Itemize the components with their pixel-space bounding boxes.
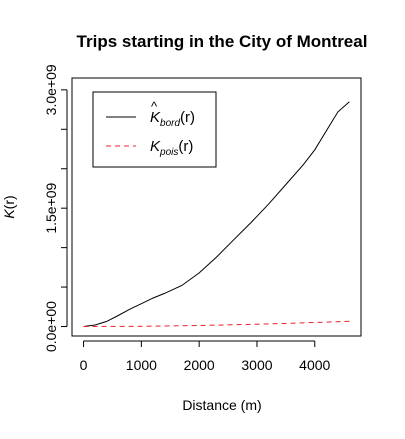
y-axis-label: K(r) <box>1 195 17 218</box>
plot-frame <box>71 77 362 337</box>
y-axis: 0.0e+00 1.5e+09 3.0e+09 <box>43 64 68 352</box>
x-tick-label: 1000 <box>126 357 157 373</box>
legend-box <box>92 91 217 168</box>
y-tick-label: 0.0e+00 <box>43 301 59 352</box>
legend-label: Kbord(r) <box>150 109 195 129</box>
series-layer <box>83 101 350 327</box>
x-tick-label: 4000 <box>299 357 330 373</box>
chart-title: Trips starting in the City of Montreal <box>77 32 368 51</box>
x-tick-label: 0 <box>80 357 88 373</box>
x-tick-label: 2000 <box>184 357 215 373</box>
legend: Kbord(r)^ Kpois(r) <box>92 91 217 168</box>
legend-hat: ^ <box>151 99 158 114</box>
series-line-1 <box>83 320 350 327</box>
legend-label: Kpois(r) <box>150 138 193 158</box>
x-axis-label: Distance (m) <box>182 397 261 413</box>
x-axis: 0 1000 2000 3000 4000 <box>80 340 331 373</box>
series-line-0 <box>83 101 350 327</box>
x-tick-label: 3000 <box>241 357 272 373</box>
y-tick-label: 3.0e+09 <box>43 64 59 115</box>
y-tick-label: 1.5e+09 <box>43 182 59 233</box>
